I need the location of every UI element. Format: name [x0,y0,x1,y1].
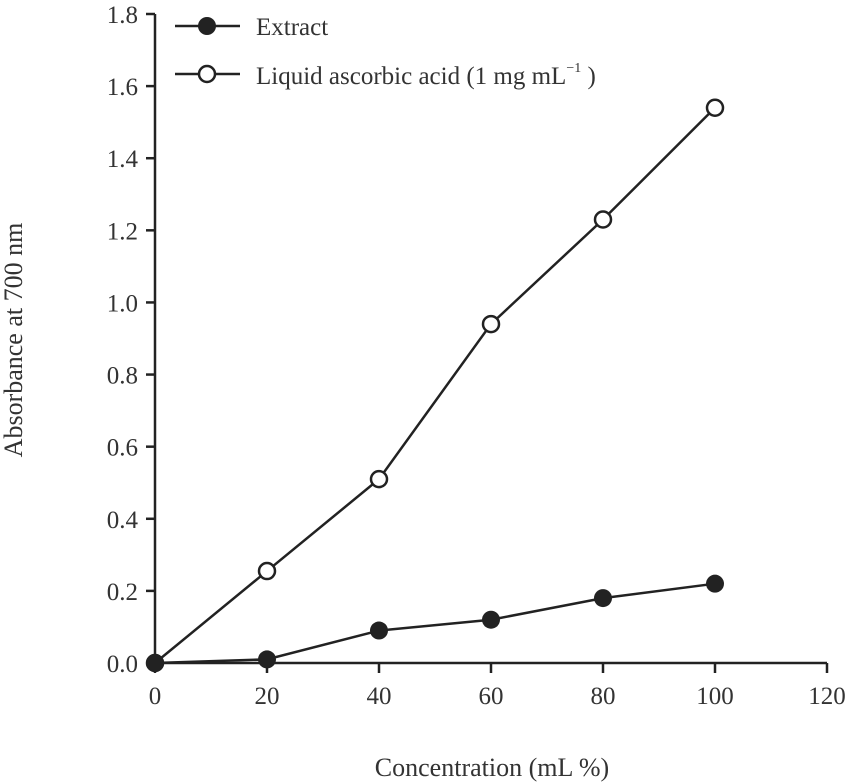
x-tick-label: 100 [696,683,734,710]
data-point [594,589,612,608]
legend: Extract Liquid ascorbic acid (1 mg mL−1 … [175,14,596,90]
x-tick-label: 80 [591,683,616,710]
x-tick-label: 0 [149,683,162,710]
legend-label-extract: Extract [256,14,328,41]
filled-circle-marker-icon [198,17,216,35]
y-axis: 0.0 0.2 0.4 0.6 0.8 1.0 1.2 1.4 1.6 1.8 [107,2,157,678]
y-tick-label: 0.6 [107,435,138,462]
data-series [145,98,725,673]
x-tick-label: 60 [479,683,504,710]
y-tick-label: 0.8 [107,363,138,390]
y-axis-label: Absorbance at 700 nm [0,223,28,458]
y-tick-label: 0.4 [107,507,139,534]
y-tick-label: 1.8 [107,2,138,29]
data-point [258,650,276,669]
y-tick-label: 1.2 [107,218,138,245]
data-point [706,574,724,593]
data-point [257,561,277,581]
data-point [705,98,725,117]
y-tick-label: 1.4 [107,146,139,173]
x-tick-label: 120 [808,683,846,710]
y-tick-label: 0.0 [107,651,138,678]
data-point [369,469,389,489]
series-extract [146,574,724,672]
y-tick-label: 1.6 [107,74,138,101]
y-tick-label: 0.2 [107,579,138,606]
legend-item-ascorbic: Liquid ascorbic acid (1 mg mL−1 ) [175,61,596,90]
data-point [593,210,613,229]
open-circle-marker-icon [197,64,217,84]
data-point [481,314,501,334]
data-point [146,654,164,672]
series-ascorbic-acid [145,98,725,673]
x-axis: 0 20 40 60 80 100 120 [149,661,846,710]
data-point [482,610,500,629]
x-tick-label: 40 [367,683,392,710]
data-point [370,621,388,640]
legend-item-extract: Extract [175,14,328,41]
x-axis-label: Concentration (mL %) [375,753,609,782]
legend-label-ascorbic: Liquid ascorbic acid (1 mg mL−1 ) [256,61,596,90]
x-tick-label: 20 [255,683,280,710]
y-tick-label: 1.0 [107,290,138,317]
